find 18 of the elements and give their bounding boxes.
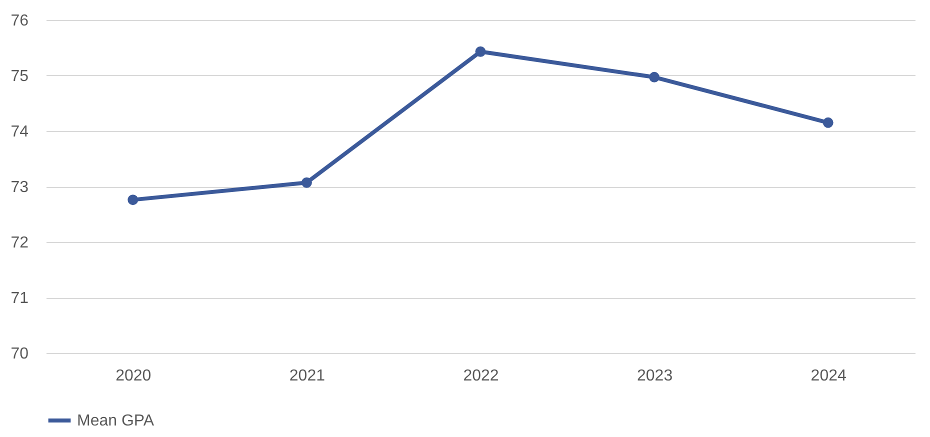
y-tick-label: 70: [10, 346, 29, 362]
y-tick-label: 72: [10, 234, 29, 252]
x-tick-label: 2022: [463, 368, 499, 384]
y-tick-label: 73: [10, 179, 29, 196]
point: [128, 194, 138, 206]
point: [822, 117, 834, 128]
y-tick-label: 76: [10, 12, 29, 30]
y-tick-label: 75: [10, 68, 29, 85]
x-tick-label: 2020: [116, 368, 152, 384]
x-tick-label: 2024: [810, 368, 846, 384]
y-tick-label: 71: [10, 290, 29, 307]
x-tick-label: 2021: [289, 368, 326, 384]
y-tick-label: 74: [10, 124, 29, 140]
point: [475, 46, 486, 57]
point: [301, 177, 312, 188]
legend-label: Mean GPA: [77, 412, 154, 430]
point: [649, 72, 660, 82]
x-tick-label: 2023: [637, 368, 673, 384]
